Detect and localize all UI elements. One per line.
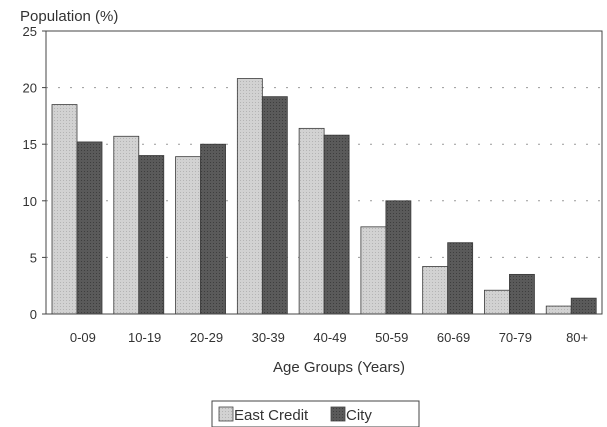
- bar-city: [509, 273, 535, 315]
- bar-city: [261, 96, 288, 315]
- bar-east-credit: [298, 127, 325, 315]
- x-tick-label: 50-59: [375, 330, 408, 345]
- y-tick-label: 5: [30, 250, 37, 265]
- bar-east-credit: [360, 226, 387, 315]
- legend-label-city: City: [346, 407, 372, 424]
- bar-east-credit: [545, 305, 572, 315]
- bar-east-credit: [51, 104, 78, 315]
- x-tick-label: 0-09: [70, 330, 96, 345]
- bar-east-credit: [422, 266, 449, 315]
- y-tick-label: 20: [23, 81, 37, 96]
- bar-city: [447, 242, 474, 315]
- bar-city: [570, 297, 597, 315]
- bar-city: [385, 200, 412, 315]
- legend-frame: [211, 400, 420, 427]
- bars: [51, 78, 597, 315]
- bar-east-credit: [113, 135, 140, 315]
- bar-east-credit: [484, 289, 510, 315]
- bar-east-credit: [236, 78, 263, 315]
- bar-city: [323, 134, 350, 315]
- legend-swatch-city: [330, 406, 346, 422]
- bar-city: [76, 141, 103, 315]
- bar-east-credit: [175, 156, 201, 315]
- x-tick-label: 80+: [566, 330, 588, 345]
- y-tick-label: 25: [23, 24, 37, 39]
- legend-swatch-east-credit: [218, 406, 234, 422]
- x-tick-label: 60-69: [437, 330, 470, 345]
- y-tick-label: 0: [30, 307, 37, 322]
- y-axis-title: Population (%): [20, 8, 118, 25]
- x-tick-label: 10-19: [128, 330, 161, 345]
- x-axis-title: Age Groups (Years): [273, 359, 405, 376]
- x-axis-ticks: 0-09 10-19 20-29 30-39 40-49 50-59 60-69 70-79 8…: [70, 330, 588, 345]
- legend: East Credit City: [211, 400, 420, 427]
- y-tick-label: 15: [23, 137, 37, 152]
- legend-label-east-credit: East Credit: [234, 407, 309, 424]
- plot-frame: [45, 30, 603, 315]
- bar-city: [138, 155, 165, 315]
- bar-city: [200, 143, 226, 315]
- y-axis-ticks: 0 5 10 15 20 25: [23, 24, 46, 322]
- x-tick-label: 70-79: [499, 330, 532, 345]
- x-tick-label: 20-29: [190, 330, 223, 345]
- x-tick-label: 40-49: [313, 330, 346, 345]
- y-tick-label: 10: [23, 194, 37, 209]
- x-tick-label: 30-39: [252, 330, 285, 345]
